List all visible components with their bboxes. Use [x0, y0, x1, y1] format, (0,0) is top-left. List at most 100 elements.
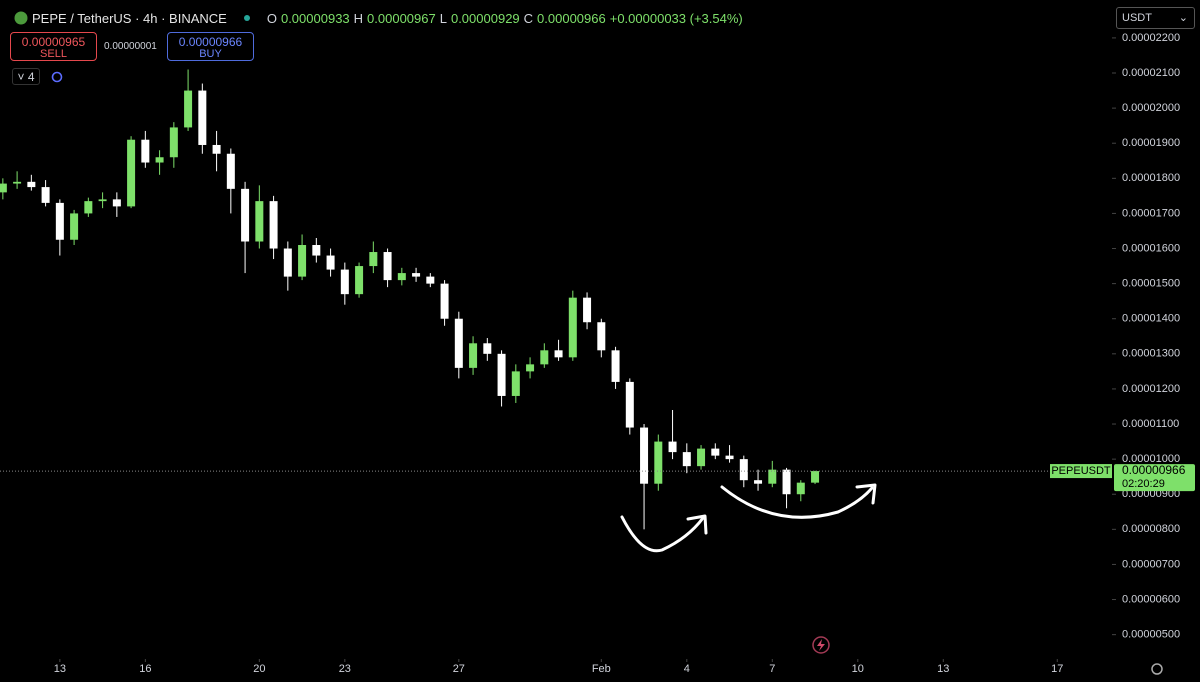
x-tick-label: 27 — [453, 663, 465, 675]
annotation-curve — [720, 485, 874, 519]
candle-body — [184, 90, 193, 128]
y-tick-label: 0.00001000 — [1122, 453, 1180, 465]
candle-body — [312, 245, 321, 256]
candle-body — [768, 469, 777, 484]
candle-body — [697, 448, 706, 467]
candle-body — [283, 248, 292, 277]
candle-body — [597, 322, 606, 351]
candle-body — [811, 471, 820, 483]
candle-body — [70, 213, 79, 240]
y-tick-label: 0.00001200 — [1122, 383, 1180, 395]
candle-body — [440, 283, 449, 319]
candle-body — [711, 448, 720, 456]
high-value: 0.00000967 — [367, 10, 436, 26]
candle-body — [269, 201, 278, 249]
x-tick-label: 7 — [769, 663, 775, 675]
candle-body — [141, 139, 150, 163]
y-tick-label: 0.00001500 — [1122, 278, 1180, 290]
buy-button[interactable]: 0.00000966 BUY — [167, 32, 254, 61]
sell-button[interactable]: 0.00000965 SELL — [10, 32, 97, 61]
candle-body — [112, 199, 121, 207]
open-label: O — [266, 10, 277, 26]
candle-body — [369, 252, 378, 267]
symbol-tag-bg — [1050, 464, 1112, 479]
y-tick-label: 0.00000500 — [1122, 629, 1180, 641]
change: +0.00000033 (+3.54%) — [609, 10, 743, 26]
y-tick-label: 0.00001600 — [1122, 242, 1180, 254]
price-tag-bg — [1114, 464, 1195, 492]
settings-icon[interactable] — [1151, 663, 1163, 675]
y-tick-label: 0.00000600 — [1122, 593, 1180, 605]
currency-label: USDT — [1122, 12, 1152, 24]
candle-body — [540, 350, 549, 365]
candle-body — [383, 252, 392, 281]
candle-body — [98, 199, 107, 202]
candle-body — [255, 201, 264, 242]
alert-bolt — [817, 639, 825, 651]
candle-body — [226, 153, 235, 189]
candle-body — [682, 452, 691, 467]
candle-body — [469, 343, 478, 368]
candle-body — [454, 318, 463, 368]
candle-body — [511, 371, 520, 396]
symbol-tag: PEPEUSDT — [1051, 465, 1111, 477]
y-tick-label: 0.00002000 — [1122, 102, 1180, 114]
candle-body — [668, 441, 677, 453]
alert-icon[interactable] — [812, 636, 830, 654]
candle-body — [412, 273, 421, 277]
candle-body — [568, 297, 577, 358]
close-label: C — [523, 10, 534, 26]
open-value: 0.00000933 — [280, 10, 350, 26]
x-tick-label: 23 — [339, 663, 351, 675]
candle-body — [340, 269, 349, 295]
candle-body — [397, 273, 406, 281]
close-value: 0.00000966 — [537, 10, 606, 26]
sell-label: SELL — [40, 48, 67, 60]
sync-icon[interactable] — [50, 70, 64, 84]
candle-body — [169, 127, 178, 158]
annotation-arrow — [620, 515, 705, 553]
x-tick-label: 16 — [139, 663, 151, 675]
candle-body — [27, 181, 36, 188]
candle-body — [326, 255, 335, 270]
status-dot — [243, 15, 250, 21]
y-tick-label: 0.00001300 — [1122, 348, 1180, 360]
candle-body — [796, 482, 805, 495]
candle-body — [298, 245, 307, 277]
plot — [0, 69, 820, 530]
currency-select[interactable]: USDT ⌄ — [1116, 7, 1195, 29]
y-tick-label: 0.00001900 — [1122, 137, 1180, 149]
candle-body — [554, 350, 563, 358]
sell-price: 0.00000965 — [21, 35, 86, 49]
candle-body — [782, 469, 791, 495]
x-tick-label: 17 — [1051, 663, 1063, 675]
y-tick-label: 0.00000800 — [1122, 523, 1180, 535]
low-label: L — [439, 10, 447, 26]
indicators-toggle[interactable]: ˅ 4 — [12, 68, 40, 85]
candle-body — [583, 297, 592, 323]
y-tick-label: 0.00001100 — [1122, 418, 1179, 430]
candle-body — [654, 441, 663, 484]
buy-price: 0.00000966 — [178, 35, 243, 49]
countdown: 02:20:29 — [1122, 478, 1165, 490]
candle-body — [625, 381, 634, 428]
candle-body — [212, 144, 221, 154]
spread: 0.00000001 — [104, 41, 157, 52]
candle-body — [41, 187, 50, 203]
candle-body — [127, 139, 136, 207]
y-tick-label: 0.00001800 — [1122, 172, 1180, 184]
candle-body — [497, 353, 506, 396]
candle-body — [426, 276, 435, 284]
y-tick-label: 0.00002100 — [1122, 67, 1180, 79]
buy-label: BUY — [199, 48, 222, 60]
annotation-curve-head — [855, 483, 877, 505]
candle-body — [640, 427, 649, 484]
x-tick-label: 10 — [852, 663, 864, 675]
x-tick-label: 20 — [253, 663, 265, 675]
candle-body — [611, 350, 620, 382]
candle-body — [739, 459, 748, 481]
symbol-logo — [14, 11, 28, 25]
candle-body — [0, 183, 7, 193]
candle-body — [241, 188, 250, 242]
candle-body — [198, 90, 207, 145]
